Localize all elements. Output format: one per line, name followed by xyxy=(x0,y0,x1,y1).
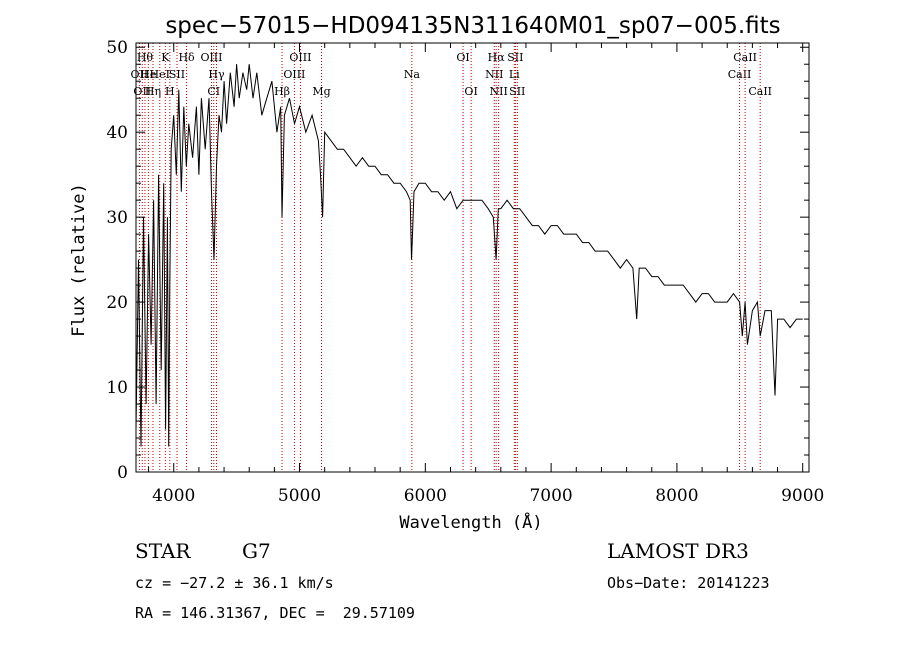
line-marker-label: Na xyxy=(404,68,421,81)
y-tick-label: 30 xyxy=(106,208,128,228)
x-axis-label: Wavelength (Å) xyxy=(399,511,542,533)
line-marker-label: CaII xyxy=(748,85,772,98)
line-marker-label: Hη xyxy=(145,85,161,98)
x-tick-label: 4000 xyxy=(152,486,195,506)
line-marker-label: He xyxy=(140,68,156,81)
emission-line-markers: OII OII Hθ He Hη HeI K H SII Hδ OIII CI Hγ Hβ OIII OIII… xyxy=(131,43,772,472)
line-marker-label: OII xyxy=(133,85,151,98)
y-tick-label: 40 xyxy=(106,123,128,143)
line-marker-label: OIII xyxy=(283,68,305,81)
chart-title: spec−57015−HD094135N311640M01_sp07−005.f… xyxy=(165,13,780,39)
line-marker-label: K xyxy=(161,51,170,64)
coordinates: RA = 146.31367, DEC = 29.57109 xyxy=(135,604,415,622)
spectrum-line xyxy=(135,64,803,447)
object-type: STAR xyxy=(135,539,191,563)
line-marker-label: SII xyxy=(507,51,523,64)
x-tick-label: 8000 xyxy=(655,486,698,506)
line-marker-label: OII xyxy=(131,68,149,81)
plot-frame xyxy=(135,42,810,473)
line-marker-label: Mg xyxy=(312,85,330,98)
y-tick-label: 10 xyxy=(106,378,128,398)
line-marker-label: Hα xyxy=(488,51,506,64)
line-marker-label: Hγ xyxy=(208,68,225,81)
spectral-subclass: G7 xyxy=(242,539,271,563)
line-marker-label: Hθ xyxy=(137,51,154,64)
y-tick-label: 50 xyxy=(106,38,128,58)
x-tick-label: 6000 xyxy=(404,486,447,506)
line-marker-label: NII xyxy=(485,68,503,81)
y-tick-label: 20 xyxy=(106,293,128,313)
y-tick-label: 0 xyxy=(117,463,128,483)
line-marker-label: CaII xyxy=(728,68,752,81)
line-marker-label: SII xyxy=(509,85,525,98)
line-marker-label: OIII xyxy=(200,51,222,64)
axis-ticks: 4000 5000 6000 7000 8000 9000 0 10 20 30 40 50 xyxy=(106,38,824,506)
line-marker-label: H xyxy=(165,85,175,98)
x-tick-label: 7000 xyxy=(529,486,572,506)
x-tick-label: 9000 xyxy=(781,486,824,506)
line-marker-label: OI xyxy=(456,51,469,64)
y-axis-label: Flux (relative) xyxy=(69,183,89,337)
line-marker-label: HeI xyxy=(150,68,170,81)
survey-name: LAMOST DR3 xyxy=(607,539,749,563)
line-marker-label: Hβ xyxy=(274,85,290,98)
redshift-info: cz = −27.2 ± 36.1 km/s xyxy=(135,574,334,592)
line-marker-label: CI xyxy=(207,85,220,98)
x-tick-label: 5000 xyxy=(278,486,321,506)
line-marker-label: OI xyxy=(464,85,477,98)
obs-date: Obs−Date: 20141223 xyxy=(607,574,770,592)
line-marker-label: Li xyxy=(509,68,520,81)
line-marker-label: CaII xyxy=(733,51,757,64)
line-marker-label: Hδ xyxy=(178,51,195,64)
line-marker-label: SII xyxy=(169,68,185,81)
line-marker-label: OIII xyxy=(289,51,311,64)
line-marker-label: NII xyxy=(490,85,508,98)
